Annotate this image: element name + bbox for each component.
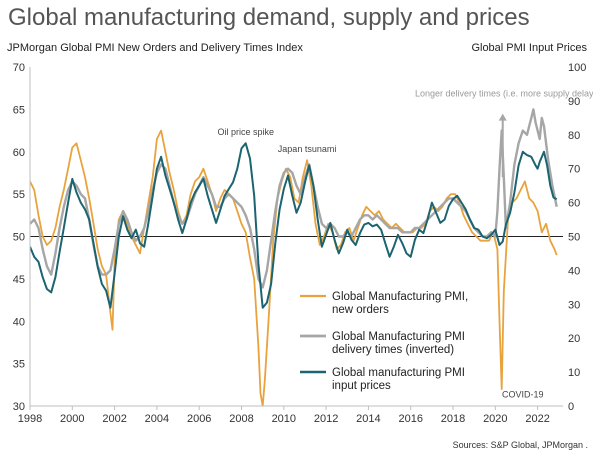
source-note: Sources: S&P Global, JPMorgan . [453,440,588,450]
y-left-tick-label: 30 [13,401,25,413]
x-tick-label: 2014 [356,413,380,425]
x-tick-label: 2006 [187,413,211,425]
y-left-tick-label: 50 [13,232,25,244]
legend-label-3-cont: input prices [332,380,391,392]
series-line-1 [30,129,558,406]
y-right-tick-label: 80 [568,130,580,142]
y-right-tick-label: 20 [568,333,580,345]
x-tick-label: 2004 [145,413,169,425]
y-right-tick-label: 10 [568,367,580,379]
y-left-tick-label: 35 [13,359,25,371]
annotation-label: Japan tsunami [278,144,337,154]
y-right-tick-label: 70 [568,164,580,176]
supply-delay-arrowhead [498,113,507,121]
x-tick-label: 1998 [18,413,42,425]
y-right-tick-label: 0 [568,401,574,413]
annotation-label: Oil price spike [217,127,274,137]
x-tick-label: 2022 [525,413,549,425]
legend-label-2-cont: delivery times (inverted) [332,344,454,356]
y-right-tick-label: 60 [568,198,580,210]
x-tick-label: 2012 [314,413,338,425]
y-right-tick-label: 50 [568,232,580,244]
y-left-tick-label: 60 [13,147,25,159]
chart-title: Global manufacturing demand, supply and … [8,4,530,31]
x-tick-label: 2008 [229,413,253,425]
legend-label-1-cont: new orders [332,304,389,316]
left-axis-title: JPMorgan Global PMI New Orders and Deliv… [7,42,303,54]
x-tick-label: 2002 [102,413,126,425]
y-right-tick-label: 30 [568,299,580,311]
y-left-tick-label: 65 [13,104,25,116]
x-tick-label: 2020 [483,413,507,425]
series-line-3 [30,142,558,309]
right-axis-title: Global PMI Input Prices [471,42,587,54]
y-right-tick-label: 40 [568,265,580,277]
x-tick-label: 2018 [441,413,465,425]
annotation-label: COVID-19 [502,390,544,400]
annotation-label: Longer delivery times (i.e. more supply … [415,89,593,99]
y-left-tick-label: 55 [13,189,25,201]
y-left-tick-label: 45 [13,274,25,286]
y-right-tick-label: 100 [568,62,586,74]
y-right-tick-label: 90 [568,96,580,108]
y-left-tick-label: 40 [13,316,25,328]
legend-label-2: Global Manufacturing PMI [332,331,465,343]
x-tick-label: 2016 [398,413,422,425]
x-tick-label: 2010 [272,413,296,425]
legend-label-1: Global Manufacturing PMI, [332,291,468,303]
legend-label-3: Global manufacturing PMI [332,367,465,379]
y-left-tick-label: 70 [13,62,25,74]
x-tick-label: 2000 [60,413,84,425]
